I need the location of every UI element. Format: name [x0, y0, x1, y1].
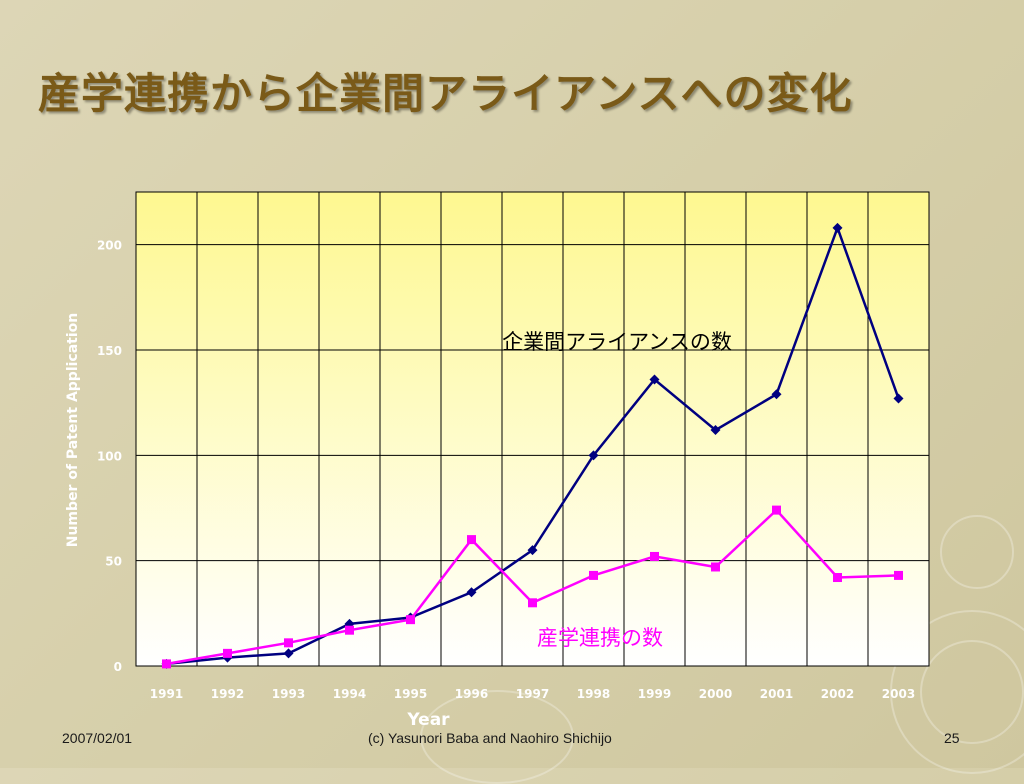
x-tick-label: 2000 [699, 687, 732, 701]
y-tick-label: 150 [97, 344, 122, 358]
data-point-industry-academia [467, 535, 476, 545]
data-point-industry-academia [284, 638, 293, 648]
background-swirl [940, 515, 1014, 589]
x-tick-label: 1993 [272, 687, 305, 701]
slide-title: 産学連携から企業間アライアンスへの変化 [38, 69, 853, 118]
y-tick-label: 0 [114, 660, 122, 674]
y-tick-label: 100 [97, 449, 122, 463]
x-tick-label: 2002 [821, 687, 854, 701]
data-point-industry-academia [162, 659, 171, 669]
y-tick-label: 50 [105, 555, 122, 569]
background-swirl [920, 640, 1024, 744]
data-point-alliance [710, 425, 721, 436]
data-point-industry-academia [223, 648, 232, 658]
y-tick-label: 200 [97, 239, 122, 253]
data-point-industry-academia [833, 573, 842, 583]
x-tick-label: 2001 [760, 687, 793, 701]
data-point-industry-academia [589, 570, 598, 580]
data-point-alliance [832, 222, 843, 233]
series-label-industry-academia: 産学連携の数 [537, 626, 663, 650]
plot-area [135, 191, 930, 667]
x-tick-label: 2003 [882, 687, 915, 701]
x-tick-label: 1998 [577, 687, 610, 701]
data-point-industry-academia [772, 505, 781, 515]
x-tick-label: 1992 [211, 687, 244, 701]
y-axis-title: Number of Patent Application [65, 313, 81, 548]
footer-credit: (c) Yasunori Baba and Naohiro Shichijo [368, 730, 612, 746]
data-point-alliance [466, 587, 477, 598]
x-tick-label: 1995 [394, 687, 427, 701]
chart: 0 50 100 150 200 1991 1992 1993 1994 1995 1996 1997… [65, 191, 930, 730]
data-point-industry-academia [528, 598, 537, 608]
data-point-industry-academia [894, 570, 903, 580]
data-point-alliance [283, 648, 294, 659]
data-point-industry-academia [711, 562, 720, 572]
x-tick-label: 1994 [333, 687, 366, 701]
data-point-industry-academia [406, 615, 415, 625]
data-point-industry-academia [650, 551, 659, 561]
data-point-alliance [771, 389, 782, 400]
data-point-alliance [893, 393, 904, 404]
data-point-alliance [588, 450, 599, 461]
x-tick-label: 1999 [638, 687, 671, 701]
series-label-alliance: 企業間アライアンスの数 [502, 330, 732, 354]
data-point-alliance [527, 545, 538, 556]
footer-date: 2007/02/01 [62, 730, 133, 746]
line-chart: 0 50 100 150 200 1991 1992 1993 1994 1995 1996 1997… [65, 191, 930, 730]
x-tick-label: 1996 [455, 687, 488, 701]
x-tick-label: 1991 [150, 687, 183, 701]
x-tick-label: 1997 [516, 687, 549, 701]
data-point-industry-academia [345, 625, 354, 635]
x-axis-title: Year [406, 710, 450, 730]
data-point-alliance [649, 374, 660, 385]
page-number: 25 [944, 730, 960, 746]
